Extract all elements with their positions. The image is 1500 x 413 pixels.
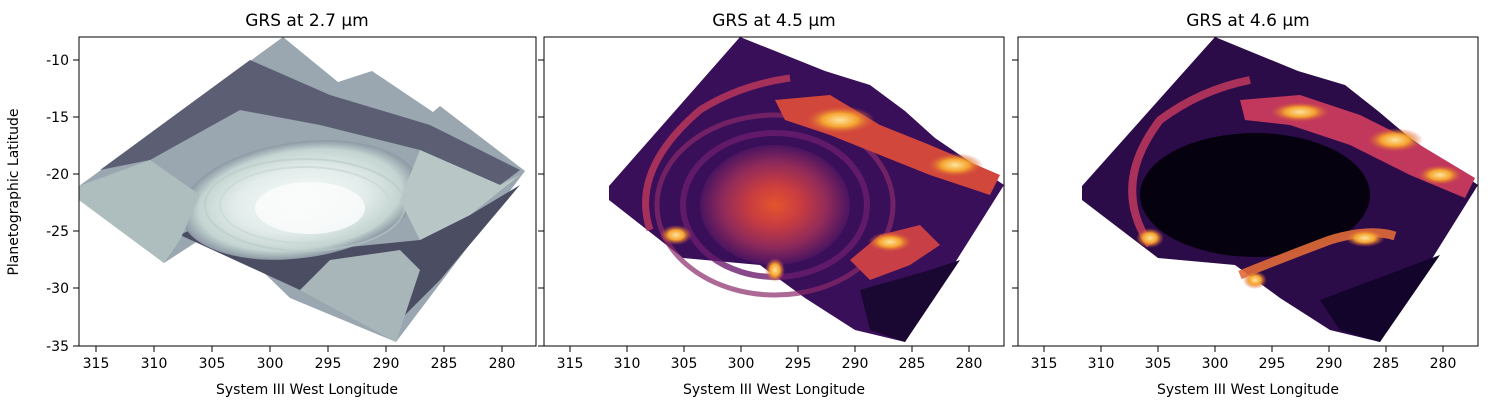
heatmap-4-6um [1082,37,1478,342]
west-region [79,160,200,263]
x-tick-label: 305 [1145,356,1172,372]
east-region [400,150,520,240]
hot-spot [1345,229,1385,247]
west-arc [642,74,791,232]
x-tick-label: 295 [1259,356,1286,372]
west-arc [1128,76,1251,248]
x-tick-label: 305 [199,356,226,372]
panel-4-5um: GRS at 4.5 µm 315 310 305 300 295 290 28… [538,11,1005,398]
hot-spot [805,106,875,134]
hot-spot [1270,102,1330,122]
x-tick-label: 280 [489,356,516,372]
x-tick-label: 305 [671,356,698,372]
x-tick-label: 310 [614,356,641,372]
x-tick-label: 280 [1430,356,1457,372]
south-region [300,250,420,342]
x-tick-label: 285 [431,356,458,372]
x-tick-label: 285 [1373,356,1400,372]
heatmap-2-7um [79,37,525,342]
x-tick-label: 315 [83,356,110,372]
y-tick-label: -15 [46,110,69,126]
south-bright-band [850,225,940,280]
x-tick-label: 285 [899,356,926,372]
x-tick-label: 315 [1031,356,1058,372]
y-axis [1012,59,1018,347]
y-tick-label: -10 [46,53,69,69]
x-tick-label: 300 [1202,356,1229,372]
plot-frame [543,36,1005,347]
y-tick-label: -25 [46,224,69,240]
x-axis: 315 310 305 300 295 290 285 280 System I… [83,346,516,398]
x-tick-label: 290 [373,356,400,372]
dark-region [1320,255,1440,342]
x-tick-label: 290 [842,356,869,372]
x-axis: 315 310 305 300 295 290 285 280 System I… [557,346,983,398]
x-tick-label: 300 [257,356,284,372]
y-tick-label: -30 [46,281,69,297]
dark-region [860,260,960,342]
hot-spot [927,153,983,177]
x-axis-label: System III West Longitude [683,382,865,398]
hot-spot [1136,228,1164,248]
storm-oval [700,145,850,265]
hot-spot [765,258,785,282]
storm-core [255,182,365,234]
panel-title: GRS at 4.5 µm [712,11,835,31]
y-axis: -10 -15 -20 -25 -30 -35 Planetographic L… [6,53,79,355]
y-axis-label: Planetographic Latitude [6,108,22,275]
x-tick-label: 295 [315,356,342,372]
x-tick-label: 315 [557,356,584,372]
y-axis [538,59,544,347]
x-axis: 315 310 305 300 295 290 285 280 System I… [1031,346,1457,398]
x-tick-label: 300 [728,356,755,372]
hot-spot [868,232,912,252]
north-band [100,60,520,185]
panel-title: GRS at 4.6 µm [1186,11,1309,31]
x-axis-label: System III West Longitude [216,382,398,398]
hot-spot [660,225,692,245]
panel-4-6um: GRS at 4.6 µm 315 310 305 300 295 290 28… [1012,11,1479,398]
plot-frame [78,36,537,347]
x-tick-label: 310 [1088,356,1115,372]
panel-title: GRS at 2.7 µm [245,11,368,31]
y-tick-label: -35 [46,339,69,355]
storm-oval [1140,133,1370,257]
storm-ring [654,112,896,298]
x-tick-label: 280 [956,356,983,372]
x-tick-label: 310 [141,356,168,372]
hot-spot [1418,165,1462,185]
hot-spot [1367,128,1423,152]
x-tick-label: 290 [1316,356,1343,372]
y-tick-label: -20 [46,167,69,183]
plot-frame [1017,36,1479,347]
heatmap-4-5um [609,37,1004,342]
storm-ring [219,166,391,244]
panel-2-7um: GRS at 2.7 µm -10 -15 -20 -25 -30 -35 Pl… [6,11,537,398]
x-axis-label: System III West Longitude [1157,382,1339,398]
hot-spot [1243,271,1267,289]
x-tick-label: 295 [785,356,812,372]
